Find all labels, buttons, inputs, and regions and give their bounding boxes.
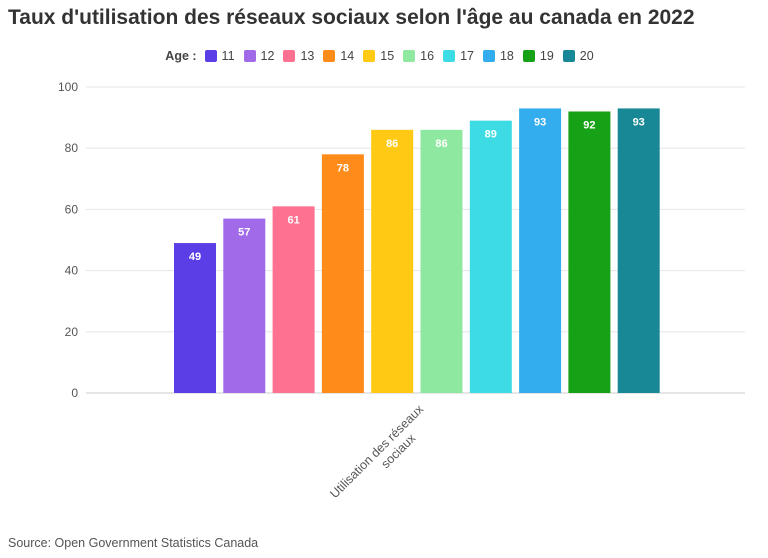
legend-swatch bbox=[243, 50, 256, 62]
legend-label: 16 bbox=[420, 49, 435, 63]
legend-swatch bbox=[443, 50, 456, 62]
y-tick-label: 40 bbox=[65, 264, 79, 278]
legend-item-18[interactable]: 18 bbox=[482, 49, 514, 63]
bar-age-15[interactable] bbox=[371, 129, 414, 393]
legend-item-12[interactable]: 12 bbox=[243, 49, 275, 63]
bar-value-label: 93 bbox=[534, 116, 546, 128]
legend-swatch bbox=[562, 50, 575, 62]
bar-value-label: 86 bbox=[435, 138, 447, 150]
legend-label: 20 bbox=[579, 49, 594, 63]
legend-swatch bbox=[522, 50, 535, 62]
legend-label: 18 bbox=[499, 49, 514, 63]
y-tick-label: 0 bbox=[71, 386, 78, 400]
bar-value-label: 86 bbox=[386, 138, 398, 150]
legend-swatch bbox=[363, 50, 376, 62]
legend-item-11[interactable]: 11 bbox=[204, 49, 235, 63]
legend-swatch bbox=[482, 50, 495, 62]
legend-items: 11 12 13 14 15 16 17 18 19 20 bbox=[204, 49, 603, 63]
bar-value-label: 49 bbox=[189, 251, 201, 263]
bar-value-label: 57 bbox=[238, 227, 250, 239]
bar-value-label: 89 bbox=[485, 129, 497, 141]
legend-item-19[interactable]: 19 bbox=[522, 49, 554, 63]
legend-title: Age : bbox=[165, 49, 197, 63]
bar-value-label: 78 bbox=[337, 162, 349, 174]
source-note: Source: Open Government Statistics Canad… bbox=[8, 536, 259, 550]
bar-age-18[interactable] bbox=[519, 108, 562, 394]
legend-swatch bbox=[283, 50, 296, 62]
legend-item-17[interactable]: 17 bbox=[443, 49, 474, 63]
bar-age-16[interactable] bbox=[420, 129, 463, 393]
bar-age-13[interactable] bbox=[272, 206, 315, 393]
y-tick-label: 80 bbox=[65, 141, 79, 155]
bar-age-12[interactable] bbox=[223, 218, 266, 393]
legend-label: 19 bbox=[539, 49, 554, 63]
legend-label: 11 bbox=[221, 49, 235, 63]
legend-swatch bbox=[204, 50, 217, 62]
bar-value-label: 61 bbox=[287, 214, 299, 226]
y-tick-label: 20 bbox=[65, 325, 79, 339]
legend-swatch bbox=[403, 50, 416, 62]
legend-item-16[interactable]: 16 bbox=[403, 49, 434, 63]
legend-label: 12 bbox=[260, 49, 275, 63]
bar-age-19[interactable] bbox=[568, 111, 611, 393]
bar-value-label: 92 bbox=[583, 119, 595, 131]
bar-value-label: 93 bbox=[633, 116, 645, 128]
svg-text:Utilisation des réseaux: Utilisation des réseaux bbox=[327, 402, 426, 501]
legend-item-15[interactable]: 15 bbox=[363, 49, 394, 63]
legend-label: 17 bbox=[460, 49, 474, 63]
legend-swatch bbox=[323, 50, 336, 62]
legend: Age : 11 12 13 14 15 16 17 18 19 20 bbox=[0, 46, 768, 66]
y-tick-label: 100 bbox=[58, 80, 78, 94]
legend-label: 13 bbox=[300, 49, 315, 63]
legend-label: 15 bbox=[380, 49, 395, 63]
bar-age-14[interactable] bbox=[321, 154, 364, 393]
chart-title: Taux d'utilisation des réseaux sociaux s… bbox=[8, 6, 695, 29]
legend-item-13[interactable]: 13 bbox=[283, 49, 314, 63]
bar-age-17[interactable] bbox=[469, 120, 512, 393]
y-tick-label: 60 bbox=[65, 202, 79, 216]
legend-item-20[interactable]: 20 bbox=[562, 49, 594, 63]
legend-item-14[interactable]: 14 bbox=[323, 49, 354, 63]
bar-age-20[interactable] bbox=[617, 108, 660, 394]
legend-label: 14 bbox=[340, 49, 355, 63]
bar-age-11[interactable] bbox=[174, 243, 216, 393]
